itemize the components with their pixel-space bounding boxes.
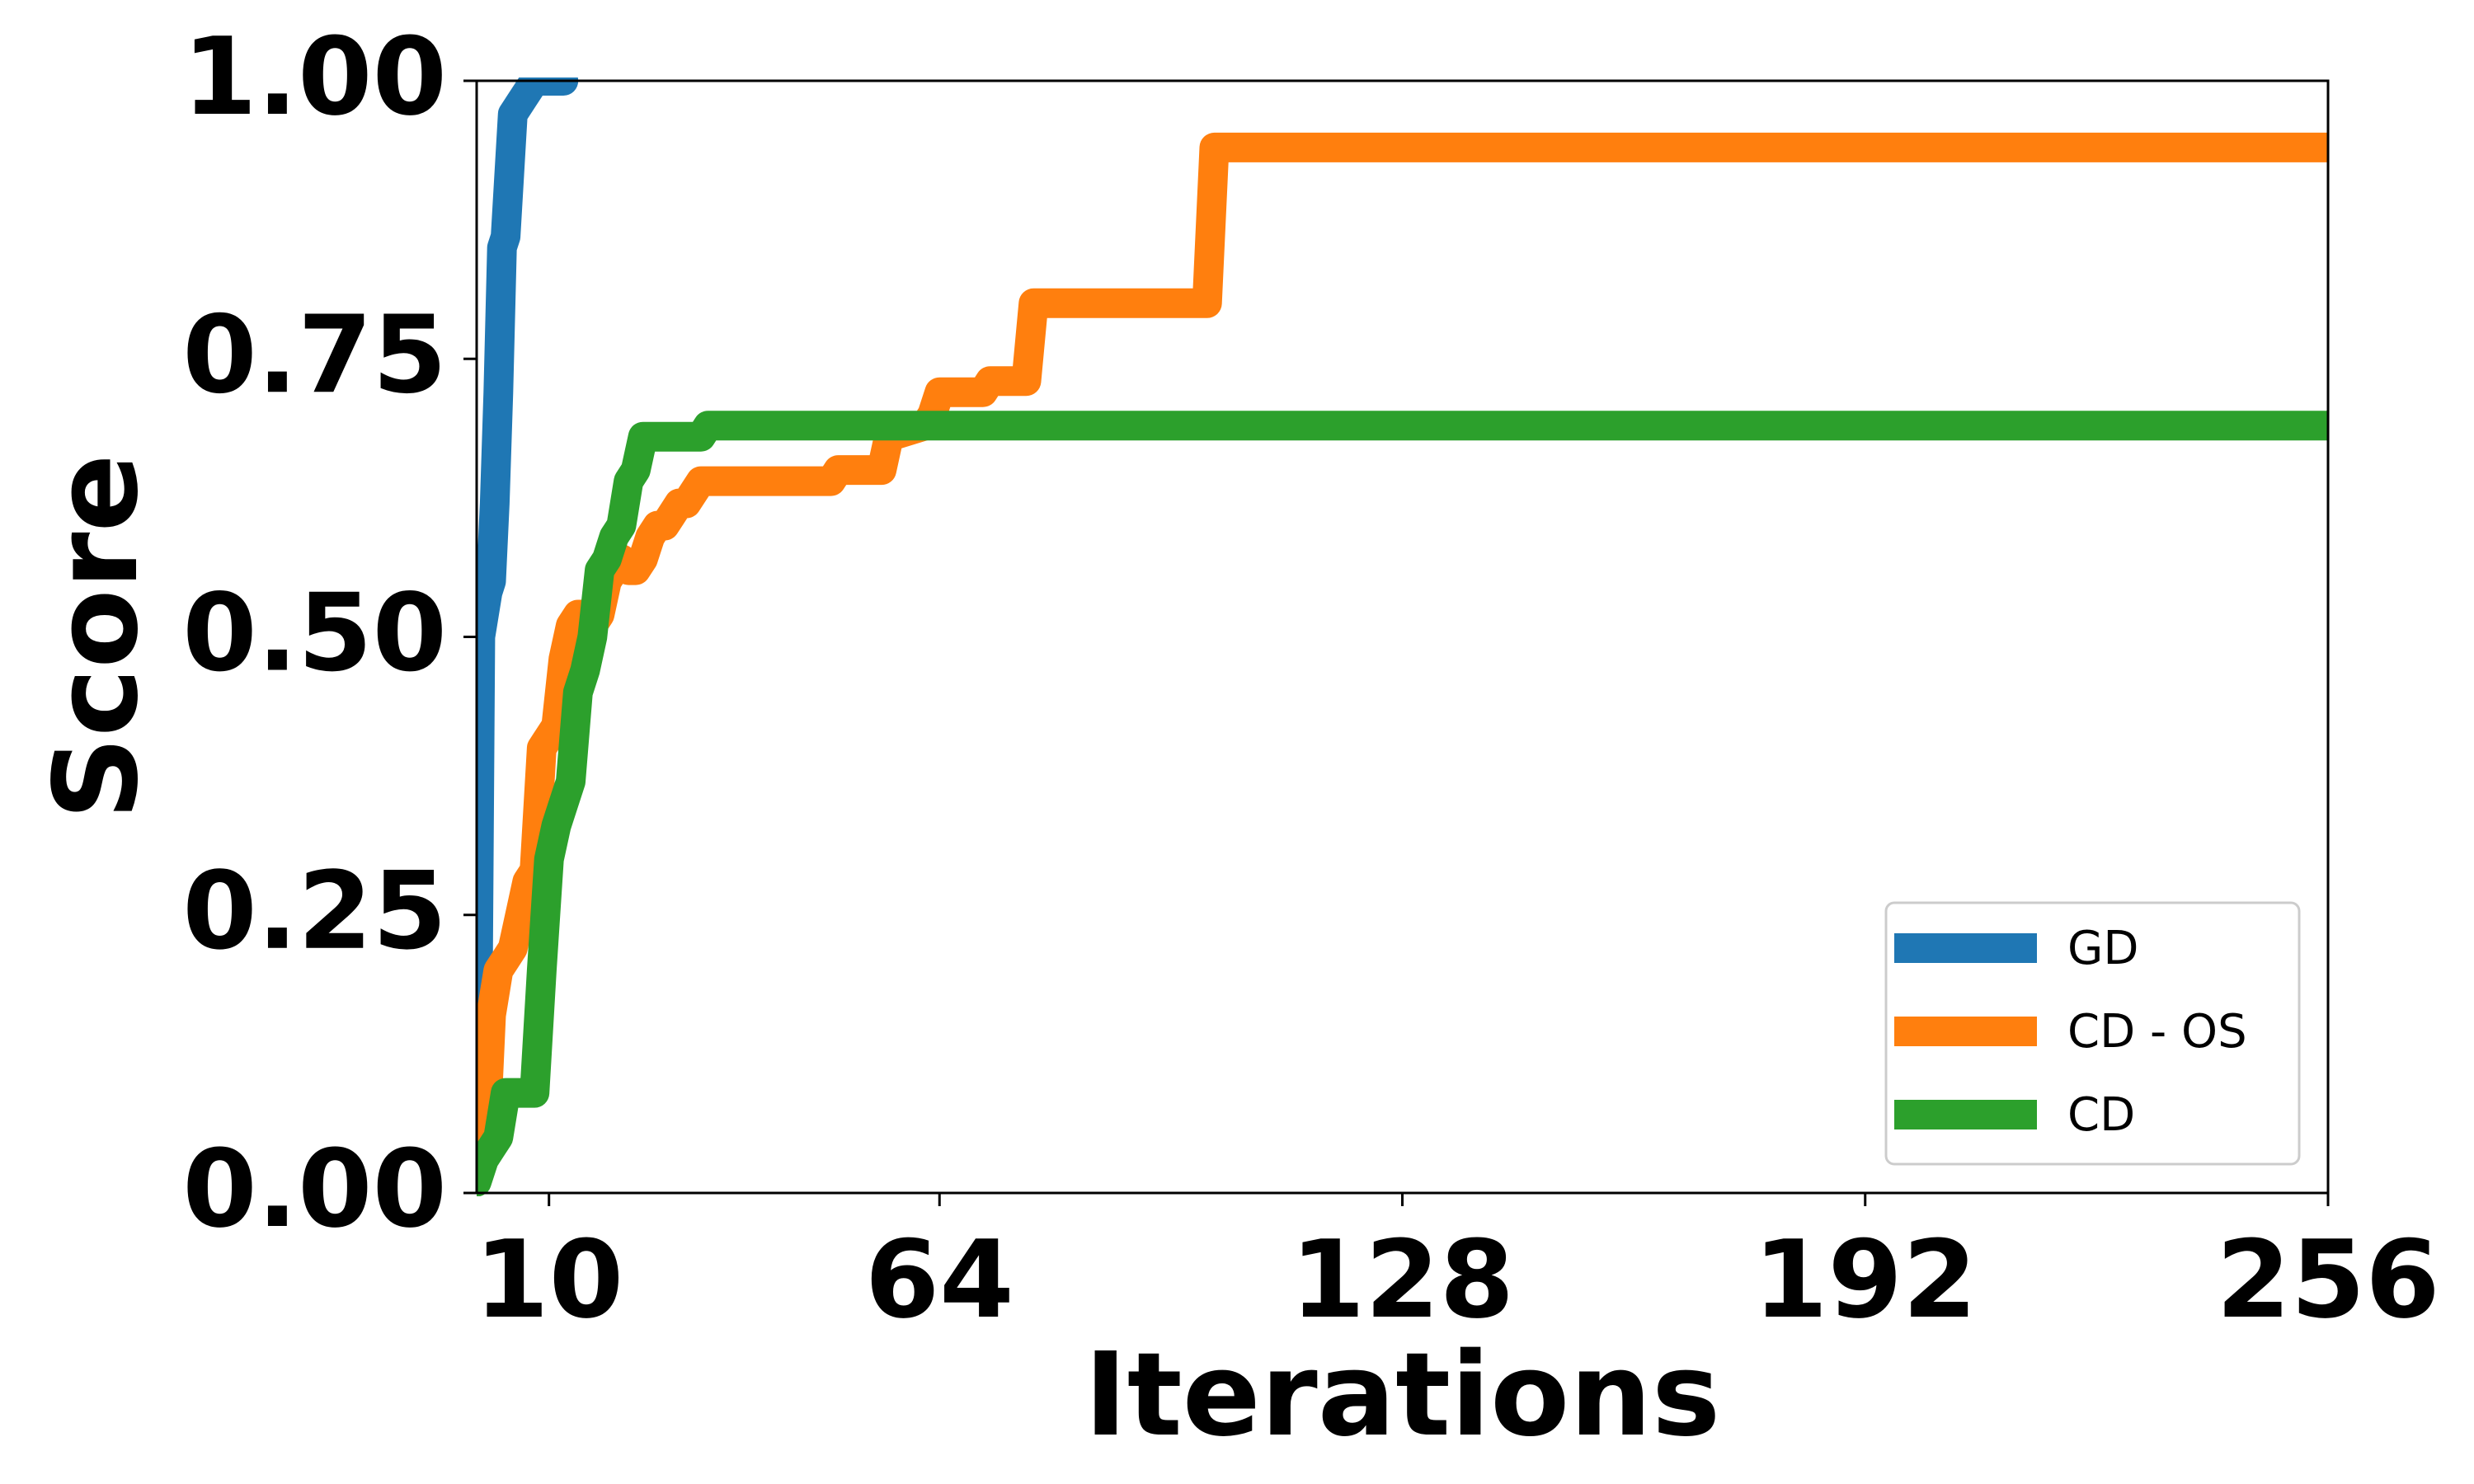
y-tick-label: 1.00 [182, 14, 447, 139]
y-tick-label: 0.00 [182, 1126, 447, 1252]
x-axis-label: Iterations [1084, 1328, 1721, 1463]
y-tick-label: 0.75 [182, 292, 447, 417]
y-axis-label: Score [30, 454, 164, 820]
legend-label-cd: CD [2067, 1088, 2135, 1142]
y-tick-label: 0.25 [182, 848, 447, 974]
legend-box [1884, 901, 2301, 1166]
legend-label-gd: GD [2067, 922, 2139, 975]
x-tick-label: 10 [474, 1217, 623, 1342]
series-line-cd-os [477, 132, 2328, 1186]
axes: 0.00 0.25 0.50 0.75 1.00 10 64 128 192 256 Iterati… [30, 14, 2440, 1463]
legend-label-cd-os: CD - OS [2067, 1005, 2247, 1059]
series-line-cd [477, 411, 2328, 1196]
x-tick-label: 192 [1753, 1217, 1977, 1342]
x-tick-label: 64 [865, 1217, 1014, 1342]
y-tick-label: 0.50 [182, 571, 447, 696]
x-tick-label: 256 [2216, 1217, 2439, 1342]
x-tick-label: 128 [1291, 1217, 1514, 1342]
legend: GD CD - OS CD [1884, 901, 2301, 1166]
